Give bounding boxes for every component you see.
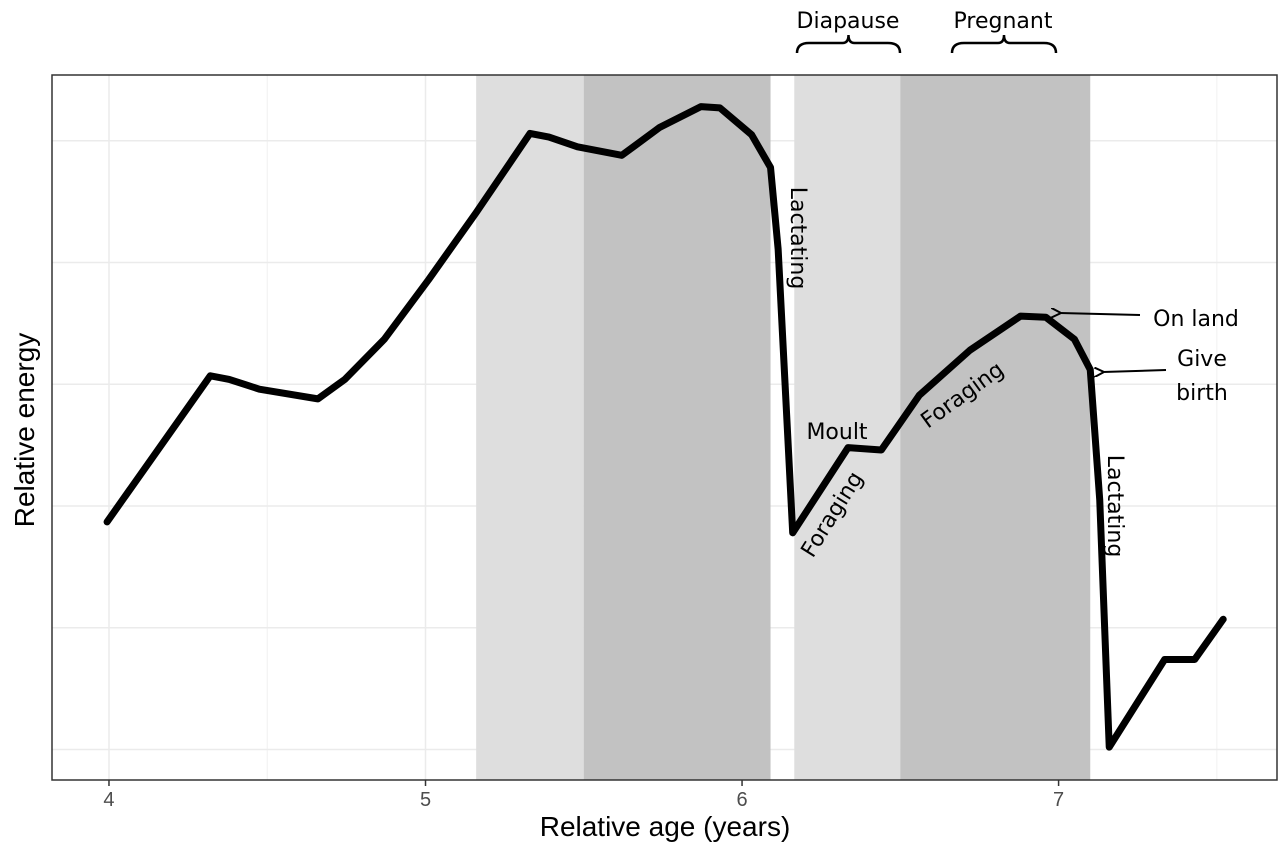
annotation: Pregnant	[954, 9, 1053, 34]
x-tick-label: 6	[736, 789, 747, 811]
y-axis-title: Relative energy	[9, 333, 40, 528]
annotation: On land	[1153, 307, 1239, 332]
annotation: Diapause	[797, 9, 900, 34]
arrow	[1060, 313, 1141, 315]
data-line	[103, 103, 1227, 751]
annotation: Give birth	[1176, 347, 1228, 406]
brace	[950, 34, 1058, 54]
plot-border	[51, 74, 1278, 781]
shaded-region	[794, 75, 901, 780]
annotation: Moult	[806, 420, 867, 445]
x-tick-label: 5	[420, 789, 431, 811]
x-axis-title: Relative age (years)	[540, 811, 791, 842]
brace	[795, 34, 902, 54]
x-tick-label: 7	[1053, 789, 1064, 811]
annotation: Lactating	[1102, 455, 1127, 558]
shaded-region	[900, 75, 1091, 780]
shaded-region	[583, 75, 771, 780]
arrow	[1103, 370, 1167, 372]
annotation: Lactating	[785, 187, 810, 290]
x-tick-label: 4	[103, 789, 114, 811]
shaded-region	[476, 75, 584, 780]
